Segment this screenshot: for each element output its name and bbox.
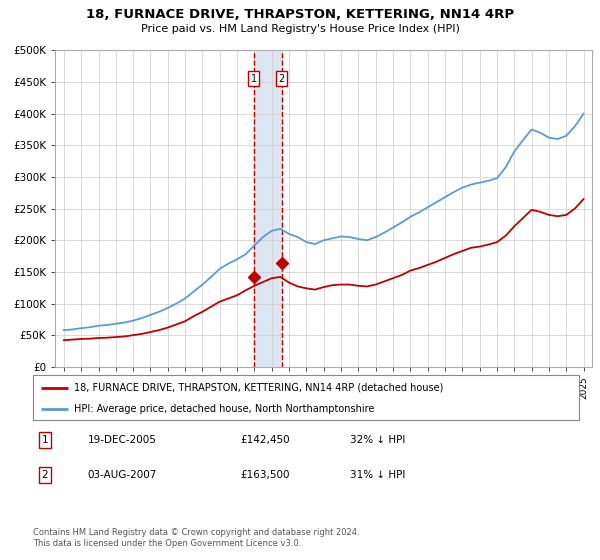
Text: 2: 2 <box>278 74 285 84</box>
Bar <box>254 50 282 367</box>
Text: 1: 1 <box>41 435 49 445</box>
Text: 18, FURNACE DRIVE, THRAPSTON, KETTERING, NN14 4RP: 18, FURNACE DRIVE, THRAPSTON, KETTERING,… <box>86 8 514 21</box>
Text: Contains HM Land Registry data © Crown copyright and database right 2024.
This d: Contains HM Land Registry data © Crown c… <box>33 528 359 548</box>
FancyBboxPatch shape <box>33 375 579 420</box>
Text: £163,500: £163,500 <box>241 470 290 480</box>
Text: 2: 2 <box>41 470 49 480</box>
Text: 18, FURNACE DRIVE, THRAPSTON, KETTERING, NN14 4RP (detached house): 18, FURNACE DRIVE, THRAPSTON, KETTERING,… <box>74 382 443 393</box>
Text: 19-DEC-2005: 19-DEC-2005 <box>88 435 157 445</box>
Text: £142,450: £142,450 <box>241 435 290 445</box>
Text: Price paid vs. HM Land Registry's House Price Index (HPI): Price paid vs. HM Land Registry's House … <box>140 24 460 34</box>
Text: HPI: Average price, detached house, North Northamptonshire: HPI: Average price, detached house, Nort… <box>74 404 374 414</box>
Text: 32% ↓ HPI: 32% ↓ HPI <box>350 435 405 445</box>
Text: 31% ↓ HPI: 31% ↓ HPI <box>350 470 405 480</box>
Text: 03-AUG-2007: 03-AUG-2007 <box>88 470 157 480</box>
Text: 1: 1 <box>251 74 257 84</box>
